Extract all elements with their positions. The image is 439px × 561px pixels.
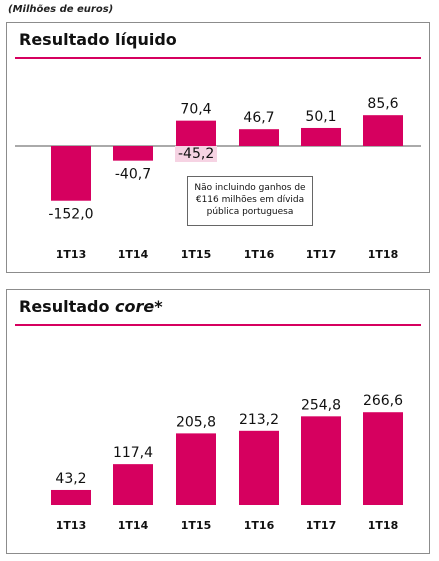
callout-line-2: €116 milhões em dívida <box>195 195 305 205</box>
bar-1t17 <box>301 127 341 146</box>
data-label-1t15: 70,4 <box>180 102 211 118</box>
bar-1t13 <box>51 146 91 201</box>
callout-line-3: pública portuguesa <box>206 207 294 217</box>
unit-note: (Milhões de euros) <box>8 4 114 15</box>
bar-1t16 <box>239 430 279 505</box>
data-label-1t15: 205,8 <box>176 414 216 430</box>
callout-note: Não incluindo ganhos de €116 milhões em … <box>187 176 313 226</box>
data-label-1t17: 50,1 <box>305 109 336 125</box>
tick-label-1t13: 1T13 <box>56 519 86 532</box>
bar-1t18 <box>363 115 403 146</box>
tick-label-1t16: 1T16 <box>244 519 275 532</box>
title-rule <box>15 57 421 59</box>
bar-1t16 <box>239 129 279 146</box>
bar-1t14 <box>113 146 153 161</box>
bar-1t15 <box>176 433 216 505</box>
tick-label-1t13: 1T13 <box>56 248 86 261</box>
tick-label-1t14: 1T14 <box>118 248 149 261</box>
net-income-panel: Resultado líquido -152,0 1T13 -40,7 1T14 70,… <box>6 22 430 273</box>
data-label-1t14: -40,7 <box>115 167 151 183</box>
bar-1t14 <box>113 464 153 505</box>
title-rule <box>15 324 421 326</box>
adjusted-value-label: -45,2 <box>175 146 218 162</box>
data-label-1t18: 85,6 <box>367 96 398 112</box>
tick-label-1t15: 1T15 <box>181 519 211 532</box>
callout-line-1: Não incluindo ganhos de <box>194 183 306 193</box>
tick-label-1t14: 1T14 <box>118 519 149 532</box>
core-title-em: core <box>115 297 155 316</box>
data-label-1t14: 117,4 <box>113 445 153 461</box>
core-income-chart: 43,2 1T13 117,4 1T14 205,8 1T15 213,2 1T16 254,8… <box>51 393 403 532</box>
data-label-1t13: 43,2 <box>55 471 86 487</box>
net-income-title: Resultado líquido <box>19 30 177 49</box>
bar-1t18 <box>363 412 403 505</box>
core-title-suffix: * <box>154 297 163 316</box>
tick-label-1t18: 1T18 <box>368 519 398 532</box>
tick-label-1t18: 1T18 <box>368 248 398 261</box>
core-income-panel: Resultado core* 43,2 1T13 117,4 1T14 205,8 1T… <box>6 289 430 554</box>
bar-1t13 <box>51 489 91 505</box>
data-label-1t16: 46,7 <box>243 110 274 126</box>
data-label-1t13: -152,0 <box>48 207 93 223</box>
tick-label-1t16: 1T16 <box>244 248 275 261</box>
tick-label-1t15: 1T15 <box>181 248 211 261</box>
data-label-1t18: 266,6 <box>363 393 403 409</box>
tick-label-1t17: 1T17 <box>306 519 336 532</box>
core-title-main: Resultado <box>19 297 116 316</box>
bar-1t17 <box>301 416 341 505</box>
data-label-1t16: 213,2 <box>239 412 279 428</box>
core-income-title: Resultado core* <box>19 297 163 316</box>
bar-1t15 <box>176 120 216 146</box>
data-label-1t17: 254,8 <box>301 397 341 413</box>
tick-label-1t17: 1T17 <box>306 248 336 261</box>
net-income-chart: -152,0 1T13 -40,7 1T14 70,4 1T15 46,7 1T16 50,1 1… <box>15 96 421 261</box>
